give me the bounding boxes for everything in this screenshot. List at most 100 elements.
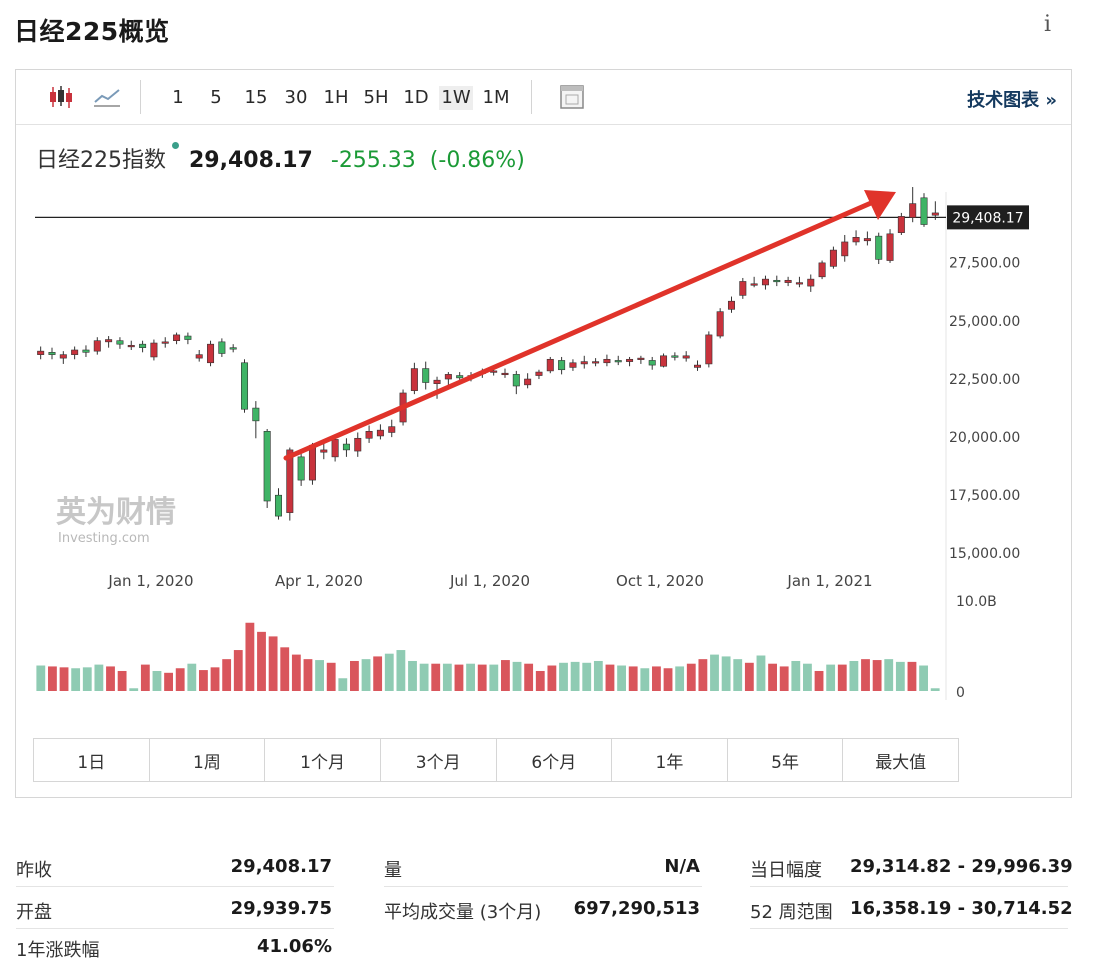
candle-body bbox=[705, 334, 713, 365]
candlestick-icon[interactable] bbox=[46, 82, 76, 112]
volume-bar bbox=[303, 659, 313, 691]
volume-bar bbox=[617, 665, 626, 691]
volume-bar bbox=[477, 664, 487, 691]
candle-body bbox=[535, 371, 543, 376]
interval-1m[interactable]: 1M bbox=[482, 87, 510, 108]
interval-1h[interactable]: 1H bbox=[323, 87, 349, 108]
range-selector: 1日 1周 1个月 3个月 6个月 1年 5年 最大值 bbox=[33, 738, 959, 782]
range-3m[interactable]: 3个月 bbox=[381, 739, 497, 781]
candle-body bbox=[682, 355, 690, 359]
volume-bar bbox=[280, 647, 290, 691]
volume-bar bbox=[524, 663, 534, 691]
volume-bar bbox=[582, 662, 592, 691]
candle-body bbox=[433, 379, 441, 384]
volume-bar bbox=[756, 655, 766, 691]
volume-bar bbox=[396, 650, 406, 691]
volume-bar bbox=[71, 668, 81, 691]
change-1y-label: 1年涨跌幅 bbox=[16, 940, 100, 961]
volume-bar bbox=[849, 660, 859, 691]
candle-body bbox=[229, 347, 237, 350]
interval-30[interactable]: 30 bbox=[284, 87, 308, 108]
interval-1d[interactable]: 1D bbox=[403, 87, 429, 108]
candle-body bbox=[252, 407, 260, 422]
range-5y[interactable]: 5年 bbox=[728, 739, 844, 781]
candle-body bbox=[93, 340, 101, 352]
candle-body bbox=[274, 494, 282, 517]
candle-body bbox=[727, 300, 735, 310]
volume-bar bbox=[338, 678, 348, 691]
candle-body bbox=[82, 349, 90, 353]
volume-bar bbox=[419, 663, 429, 691]
range-1m[interactable]: 1个月 bbox=[265, 739, 381, 781]
candle-body bbox=[580, 361, 588, 365]
candle-body bbox=[59, 354, 67, 359]
week52-range-value: 16,358.19 - 30,714.52 bbox=[850, 898, 1073, 919]
candle-body bbox=[909, 203, 917, 218]
interval-1w[interactable]: 1W bbox=[439, 86, 473, 110]
candle-body bbox=[444, 374, 452, 380]
candle-body bbox=[841, 241, 849, 257]
y-tick-label: 20,000.00 bbox=[949, 430, 1020, 446]
volume-bar bbox=[350, 660, 359, 691]
candle-body bbox=[354, 437, 362, 452]
interval-15[interactable]: 15 bbox=[244, 87, 268, 108]
page-title: 日经225概览 bbox=[14, 17, 170, 46]
tech-chart-link[interactable]: 技术图表 » bbox=[967, 90, 1057, 111]
candle-body bbox=[603, 358, 611, 364]
candle-body bbox=[795, 282, 803, 285]
candlestick-chart[interactable]: 27,500.00 25,000.00 22,500.00 20,000.00 17,5… bbox=[16, 70, 1071, 730]
range-1w[interactable]: 1周 bbox=[150, 739, 266, 781]
volume-bar bbox=[826, 664, 836, 691]
volume-bar bbox=[710, 654, 719, 691]
candle-body bbox=[297, 456, 305, 481]
candle-body bbox=[694, 364, 702, 368]
candle-body bbox=[875, 235, 883, 260]
candle-body bbox=[773, 279, 781, 283]
candle-body bbox=[546, 358, 554, 372]
row-divider bbox=[750, 928, 1068, 929]
candle-body bbox=[241, 362, 249, 410]
info-icon[interactable]: i bbox=[1044, 12, 1052, 37]
y-tick-label: 27,500.00 bbox=[949, 256, 1020, 272]
open-label: 开盘 bbox=[16, 902, 52, 923]
candle-body bbox=[671, 355, 679, 358]
red-trend-arrow bbox=[283, 200, 874, 461]
candle-body bbox=[71, 349, 79, 355]
candle-body bbox=[308, 444, 316, 481]
candle-body bbox=[512, 374, 520, 387]
window-icon[interactable] bbox=[557, 82, 587, 112]
candle-body bbox=[807, 278, 815, 287]
volume-bar bbox=[744, 662, 754, 691]
candle-body bbox=[784, 279, 792, 283]
x-tick-label: Oct 1, 2020 bbox=[616, 572, 704, 590]
candle-body bbox=[48, 352, 56, 355]
candle-body bbox=[886, 233, 894, 261]
interval-5h[interactable]: 5H bbox=[363, 87, 389, 108]
open-value: 29,939.75 bbox=[230, 898, 332, 919]
interval-5[interactable]: 5 bbox=[210, 87, 222, 108]
volume-bar bbox=[152, 670, 162, 691]
volume-label: 量 bbox=[384, 860, 402, 881]
volume-bar bbox=[384, 653, 394, 691]
watermark-logo-en: Investing.com bbox=[58, 531, 150, 546]
volume-bar bbox=[675, 666, 685, 691]
candle-body bbox=[173, 334, 181, 341]
interval-1[interactable]: 1 bbox=[172, 87, 184, 108]
volume-bar bbox=[431, 663, 441, 691]
volume-bar bbox=[628, 666, 638, 691]
volume-bar bbox=[408, 660, 417, 691]
volume-bar bbox=[535, 670, 545, 691]
range-max[interactable]: 最大值 bbox=[875, 752, 927, 773]
volume-bar bbox=[930, 688, 940, 691]
range-1d[interactable]: 1日 bbox=[34, 739, 150, 781]
candle-body bbox=[660, 355, 668, 367]
candle-body bbox=[716, 311, 724, 337]
candle-body bbox=[761, 278, 769, 286]
candle-body bbox=[637, 357, 645, 360]
candle-body bbox=[161, 341, 169, 344]
range-1y[interactable]: 1年 bbox=[612, 739, 728, 781]
live-dot-icon bbox=[172, 142, 179, 149]
candle-body bbox=[207, 343, 215, 364]
range-6m[interactable]: 6个月 bbox=[497, 739, 613, 781]
line-chart-icon[interactable] bbox=[92, 82, 122, 112]
